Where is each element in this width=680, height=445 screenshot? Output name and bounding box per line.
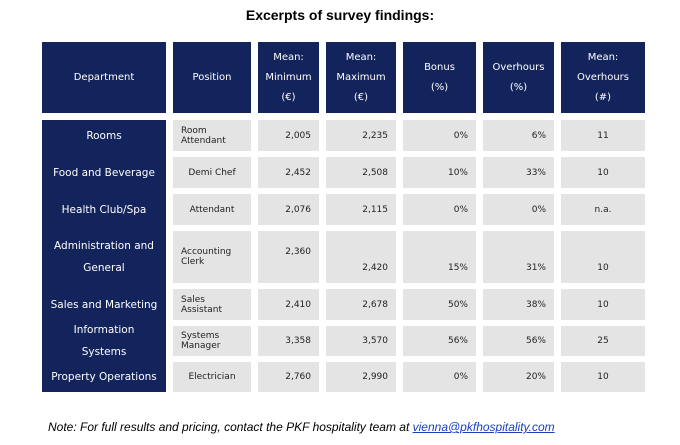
header-line: (#)	[594, 91, 612, 103]
table-cell: 0%	[403, 362, 476, 392]
table-cell: 33%	[483, 157, 554, 188]
table-cell: 2,990	[326, 362, 396, 392]
header-cell: Mean: Maximum (€)	[326, 42, 396, 113]
table-cell: 2,508	[326, 157, 396, 188]
table-cell: Sales Assistant	[173, 289, 251, 320]
table-cell: 2,420	[326, 231, 396, 283]
header-line: (%)	[430, 81, 449, 93]
table-cell: Systems Manager	[173, 326, 251, 356]
department-label: Food and Beverage	[53, 166, 155, 179]
table-cell: 50%	[403, 289, 476, 320]
header-cell: Overhours (%)	[483, 42, 554, 113]
table-cell: 3,570	[326, 326, 396, 356]
table-cell: 56%	[483, 326, 554, 356]
table-cell: 10	[561, 289, 645, 320]
department-label: Health Club/Spa	[61, 203, 147, 216]
table-cell: 0%	[403, 120, 476, 151]
header-line: Mean:	[345, 51, 377, 63]
table-cell: 11	[561, 120, 645, 151]
table-cell: 2,235	[326, 120, 396, 151]
note: Note: For full results and pricing, cont…	[48, 420, 555, 434]
header-line: Maximum	[336, 71, 386, 83]
department-label: Sales and Marketing	[50, 298, 158, 311]
table-cell: 2,076	[258, 194, 319, 225]
table-cell: 2,005	[258, 120, 319, 151]
header-line: (%)	[509, 81, 528, 93]
table-cell: 0%	[403, 194, 476, 225]
table-cell: 2,760	[258, 362, 319, 392]
header-cell: Mean: Overhours (#)	[561, 42, 645, 113]
header-line: Overhours	[492, 61, 545, 73]
department-label: Administration and General	[54, 240, 154, 274]
table-cell: 2,115	[326, 194, 396, 225]
table-cell: 10	[561, 362, 645, 392]
note-text: Note: For full results and pricing, cont…	[48, 420, 410, 434]
table-cell: Attendant	[173, 194, 251, 225]
table-cell: 10	[561, 157, 645, 188]
header-line: Mean:	[273, 51, 304, 63]
table-cell: 25	[561, 326, 645, 356]
table-cell: 2,410	[258, 289, 319, 320]
table-cell: 15%	[403, 231, 476, 283]
header-line: Mean:	[587, 51, 619, 63]
table-cell: 56%	[403, 326, 476, 356]
table-cell: 20%	[483, 362, 554, 392]
header-line: Position	[192, 71, 232, 83]
header-cell: Mean: Minimum (€)	[258, 42, 319, 113]
table-cell: 3,358	[258, 326, 319, 356]
header-line: Minimum	[265, 71, 312, 83]
department-label: Information Systems	[73, 324, 135, 358]
header-line: (€)	[353, 91, 369, 103]
table-cell: Electrician	[173, 362, 251, 392]
department-column	[42, 120, 166, 392]
table-cell: 31%	[483, 231, 554, 283]
header-line: (€)	[281, 91, 296, 103]
header-line: Overhours	[577, 71, 629, 83]
header-line: Bonus	[424, 61, 455, 73]
table-cell: Room Attendant	[173, 120, 251, 151]
department-label: Rooms	[86, 129, 122, 142]
table-cell: Accounting Clerk	[173, 231, 251, 283]
table-cell: Demi Chef	[173, 157, 251, 188]
table-cell: n.a.	[561, 194, 645, 225]
title: Excerpts of survey findings:	[245, 7, 435, 23]
header-cell: Position	[173, 42, 251, 113]
email-link[interactable]: vienna@pkfhospitality.com	[412, 420, 555, 434]
header-line: Department	[73, 71, 135, 83]
table-cell: 10	[561, 231, 645, 283]
header-cell: Department	[42, 42, 166, 113]
table-cell: 6%	[483, 120, 554, 151]
header-cell: Bonus (%)	[403, 42, 476, 113]
table-cell: 2,678	[326, 289, 396, 320]
table-cell: 0%	[483, 194, 554, 225]
table-cell: 10%	[403, 157, 476, 188]
table-cell: 38%	[483, 289, 554, 320]
table-cell: 2,452	[258, 157, 319, 188]
table-cell: 2,360	[258, 231, 319, 283]
department-label: Property Operations	[51, 371, 157, 383]
